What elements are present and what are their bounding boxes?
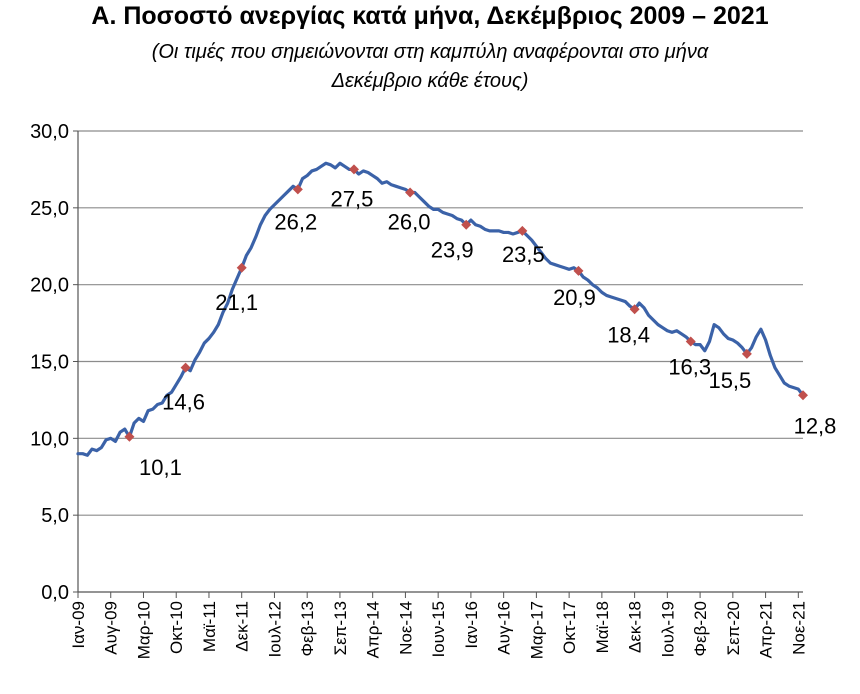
december-marker — [348, 164, 359, 175]
december-marker — [180, 362, 191, 373]
chart-title: Α. Ποσοστό ανεργίας κατά μήνα, Δεκέμβριο… — [91, 2, 769, 30]
y-tick-label: 30,0 — [30, 121, 69, 143]
x-tick-label: Μαϊ-18 — [593, 601, 612, 653]
x-tick-label: Νοε-14 — [396, 601, 415, 655]
december-marker — [741, 348, 752, 359]
chart-subtitle-line-2: Δεκέμβριο κάθε έτους) — [331, 70, 529, 92]
unemployment-series-line — [76, 161, 805, 457]
x-tick-label: Ιουλ-12 — [265, 601, 284, 658]
y-tick-label: 20,0 — [30, 275, 69, 297]
x-tick-label: Ιαν-16 — [462, 601, 481, 649]
x-tick-label: Σεπ-13 — [331, 601, 350, 655]
x-tick-label: Ιαν-09 — [69, 601, 88, 649]
chart-subtitle-line-1: (Οι τιμές που σημειώνονται στη καμπύλη α… — [151, 41, 709, 63]
december-marker — [685, 336, 696, 347]
y-tick-label: 25,0 — [30, 198, 69, 220]
x-tick-label: Δεκ-18 — [626, 601, 645, 653]
x-tick-label: Δεκ-11 — [233, 601, 252, 652]
y-tick-label: 5,0 — [41, 505, 69, 527]
y-tick-label: 0,0 — [41, 582, 69, 604]
x-tick-label: Οκτ-10 — [167, 601, 186, 654]
december-marker — [236, 262, 247, 273]
x-tick-label: Μαϊ-11 — [200, 601, 219, 652]
x-tick-label: Σεπ-20 — [724, 601, 743, 655]
x-tick-label: Φεβ-20 — [691, 601, 710, 657]
x-tick-label: Οκτ-17 — [560, 601, 579, 654]
grid-lines — [78, 130, 803, 516]
x-tick-label: Απρ-21 — [757, 601, 776, 658]
y-tick-label: 10,0 — [30, 428, 69, 450]
data-label: 20,9 — [553, 285, 596, 310]
x-tick-label: Μαρ-10 — [134, 601, 153, 659]
december-marker — [573, 265, 584, 276]
data-label: 15,5 — [708, 368, 751, 393]
x-tick-label: Απρ-14 — [364, 601, 383, 658]
data-labels-group: 10,1 14,6 21,1 26,2 27,5 26,023,9 23,5 20,9 18,4… — [139, 186, 836, 479]
data-label: 27,5 — [331, 186, 374, 211]
x-tick-label: Φεβ-13 — [298, 601, 317, 657]
data-label: 16,3 — [668, 355, 711, 380]
data-label: 12,8 — [794, 413, 837, 438]
data-label: 10,1 — [139, 455, 182, 480]
data-label: 26,2 — [274, 209, 317, 234]
december-marker — [124, 431, 135, 442]
december-marker — [292, 184, 303, 195]
x-axis: Ιαν-09 Αυγ-09 Μαρ-10 Οκτ-10 Μαϊ-11 Δεκ-11 Ιουλ… — [69, 591, 808, 659]
december-marker — [405, 187, 416, 198]
x-tick-label: Ιουν-15 — [429, 601, 448, 658]
december-marker — [461, 219, 472, 230]
data-label: 18,4 — [607, 322, 650, 347]
data-label: 21,1 — [215, 290, 258, 315]
x-tick-label: Ιουλ-19 — [658, 601, 677, 658]
markers-group — [124, 164, 808, 442]
x-tick-label: Μαρ-17 — [527, 601, 546, 659]
december-marker — [798, 390, 808, 401]
data-label: 23,9 — [431, 238, 474, 263]
data-label: 14,6 — [162, 390, 205, 415]
x-tick-label: Αυγ-09 — [102, 601, 121, 655]
x-tick-label: Αυγ-16 — [495, 601, 514, 655]
y-axis: 0,0 5,0 10,0 15,0 20,0 25,0 30,0 — [30, 121, 79, 604]
chart-subtitle: (Οι τιμές που σημειώνονται στη καμπύλη α… — [0, 38, 860, 96]
series-group — [76, 161, 805, 457]
december-marker — [517, 225, 528, 236]
y-tick-label: 15,0 — [30, 352, 69, 374]
x-tick-label: Νοε-21 — [789, 601, 808, 655]
data-label: 23,5 — [502, 242, 545, 267]
data-label: 26,0 — [388, 209, 431, 234]
december-marker — [629, 304, 640, 315]
